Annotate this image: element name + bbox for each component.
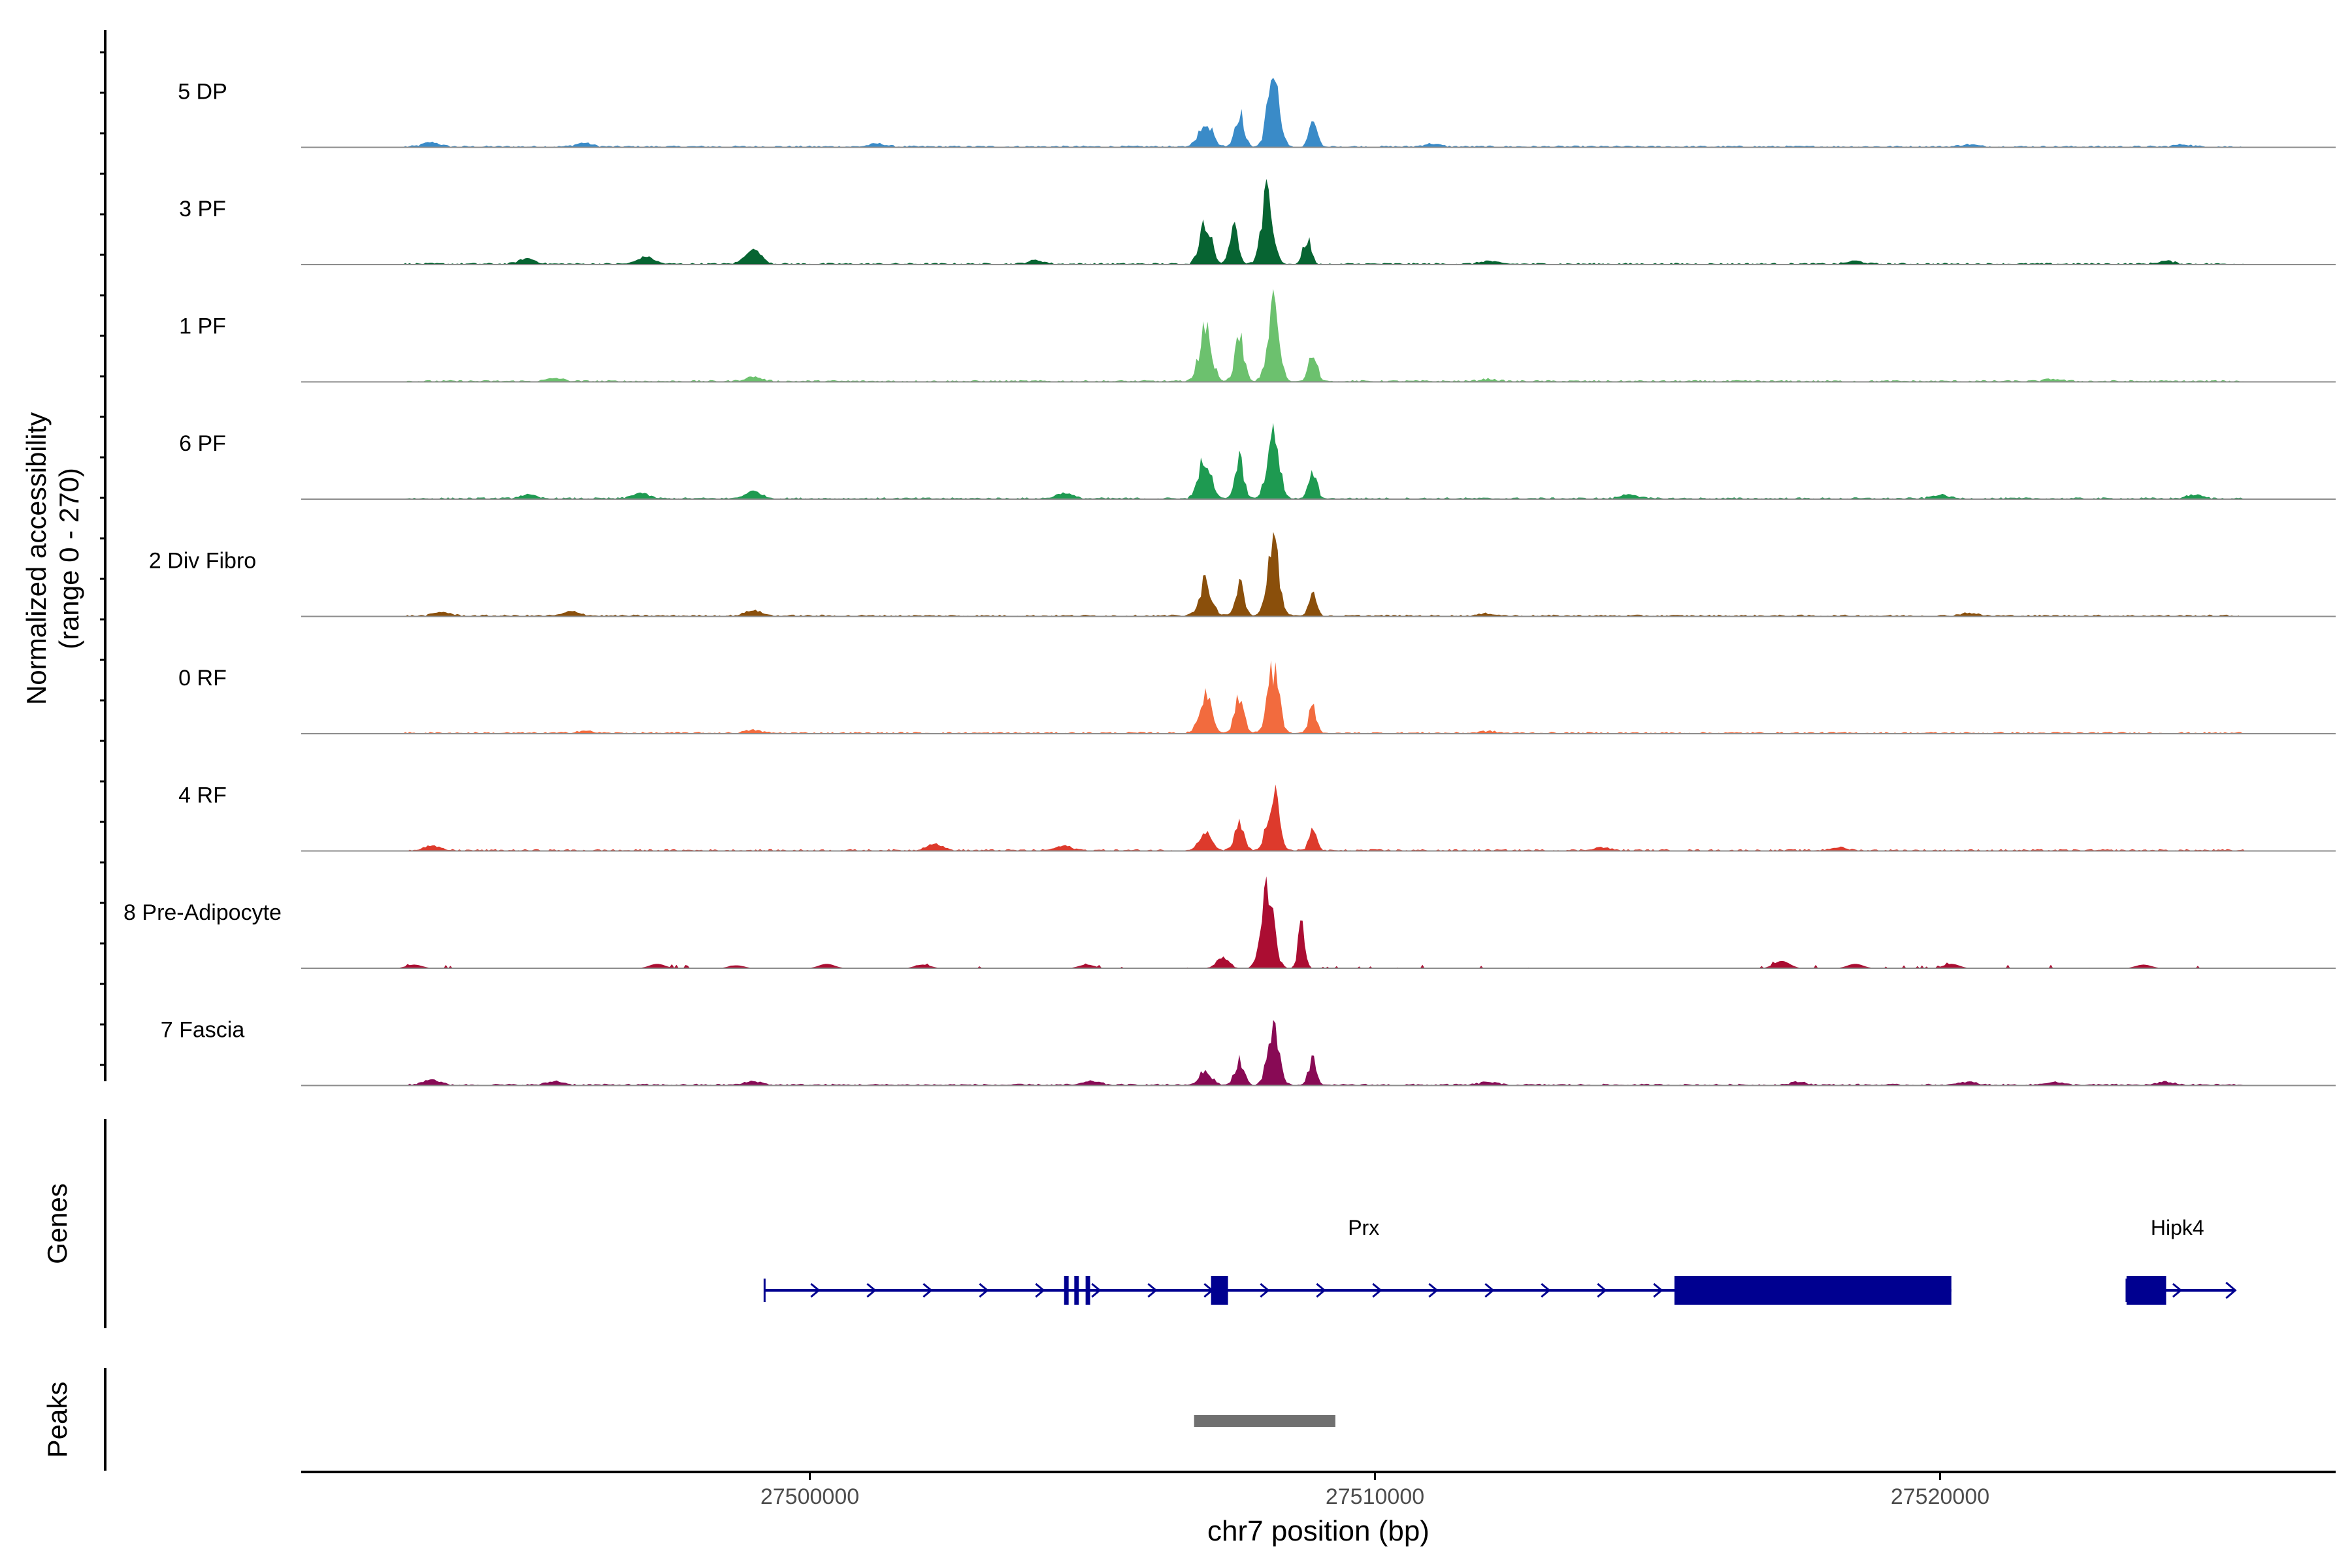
peak-bar — [1194, 1415, 1335, 1427]
strand-arrow — [2172, 1282, 2183, 1298]
track: 7 Fascia — [161, 1018, 2336, 1086]
strand-arrow — [1091, 1282, 1102, 1298]
track: 2 Div Fibro — [149, 532, 2336, 617]
track-label: 5 DP — [178, 80, 227, 105]
strand-arrow — [1316, 1282, 1326, 1298]
track-label: 7 Fascia — [161, 1018, 245, 1043]
track: 0 RF — [178, 660, 2336, 734]
strand-arrow — [1428, 1282, 1439, 1298]
coverage-area — [301, 178, 2336, 265]
strand-arrow — [1484, 1282, 1495, 1298]
strand-arrow — [866, 1282, 877, 1298]
track-label: 8 Pre-Adipocyte — [123, 900, 282, 925]
peak-regions — [1194, 1415, 1335, 1427]
strand-arrow — [1541, 1282, 1551, 1298]
exon — [1211, 1276, 1228, 1305]
strand-arrow — [1653, 1282, 1663, 1298]
coverage-area — [301, 423, 2336, 499]
x-axis-ticks: 27500000 27510000 27520000 — [760, 1472, 1989, 1509]
exon — [1085, 1276, 1090, 1305]
peaks-panel-label: Peaks — [42, 1382, 73, 1458]
track: 5 DP — [178, 78, 2336, 148]
track: 4 RF — [178, 783, 2336, 852]
x-tick-label: 27520000 — [1891, 1484, 1989, 1509]
strand-arrow — [1597, 1282, 1607, 1298]
y-axis-ticks — [100, 51, 105, 1066]
coverage-area — [301, 1020, 2336, 1086]
track: 8 Pre-Adipocyte — [123, 876, 2336, 969]
track-label: 1 PF — [179, 314, 226, 339]
track: 1 PF — [179, 289, 2336, 383]
strand-arrow — [1035, 1282, 1045, 1298]
coverage-area — [301, 660, 2336, 734]
x-tick-label: 27510000 — [1326, 1484, 1424, 1509]
exon — [1064, 1276, 1069, 1305]
x-tick-label: 27500000 — [760, 1484, 859, 1509]
y-axis-title-line1: Normalized accessibility — [21, 412, 52, 705]
exon — [1074, 1276, 1079, 1305]
exon — [2126, 1276, 2166, 1305]
gene-annotations: Prx Hipk4 — [763, 1216, 2237, 1305]
strand-arrow — [979, 1282, 989, 1298]
coverage-area — [301, 784, 2336, 851]
coverage-area — [301, 78, 2336, 148]
gene: Prx — [763, 1216, 1952, 1305]
track: 3 PF — [179, 178, 2336, 265]
coverage-area — [301, 289, 2336, 382]
track: 6 PF — [179, 423, 2336, 500]
track-label: 6 PF — [179, 431, 226, 456]
track-label: 0 RF — [178, 666, 227, 691]
coverage-tracks: 5 DP 3 PF 1 PF 6 PF 2 Div Fibro 0 RF 4 RF 8 Pre… — [123, 78, 2336, 1086]
exon — [1674, 1276, 1952, 1305]
strand-arrow — [810, 1282, 821, 1298]
strand-arrow — [1372, 1282, 1382, 1298]
gene-label: Prx — [1348, 1216, 1379, 1239]
genes-panel-label: Genes — [42, 1183, 73, 1264]
strand-arrow — [2225, 1281, 2237, 1299]
coverage-area — [301, 532, 2336, 617]
x-axis-title: chr7 position (bp) — [1207, 1515, 1429, 1547]
strand-arrow — [1260, 1282, 1270, 1298]
gene-label: Hipk4 — [2151, 1216, 2204, 1239]
y-axis-title-line2: (range 0 - 270) — [54, 468, 84, 649]
track-label: 2 Div Fibro — [149, 549, 256, 574]
strand-arrow — [1147, 1282, 1158, 1298]
track-label: 4 RF — [178, 783, 227, 808]
track-label: 3 PF — [179, 197, 226, 221]
coverage-area — [301, 876, 2336, 968]
strand-arrow — [923, 1282, 933, 1298]
gene: Hipk4 — [2125, 1216, 2234, 1305]
